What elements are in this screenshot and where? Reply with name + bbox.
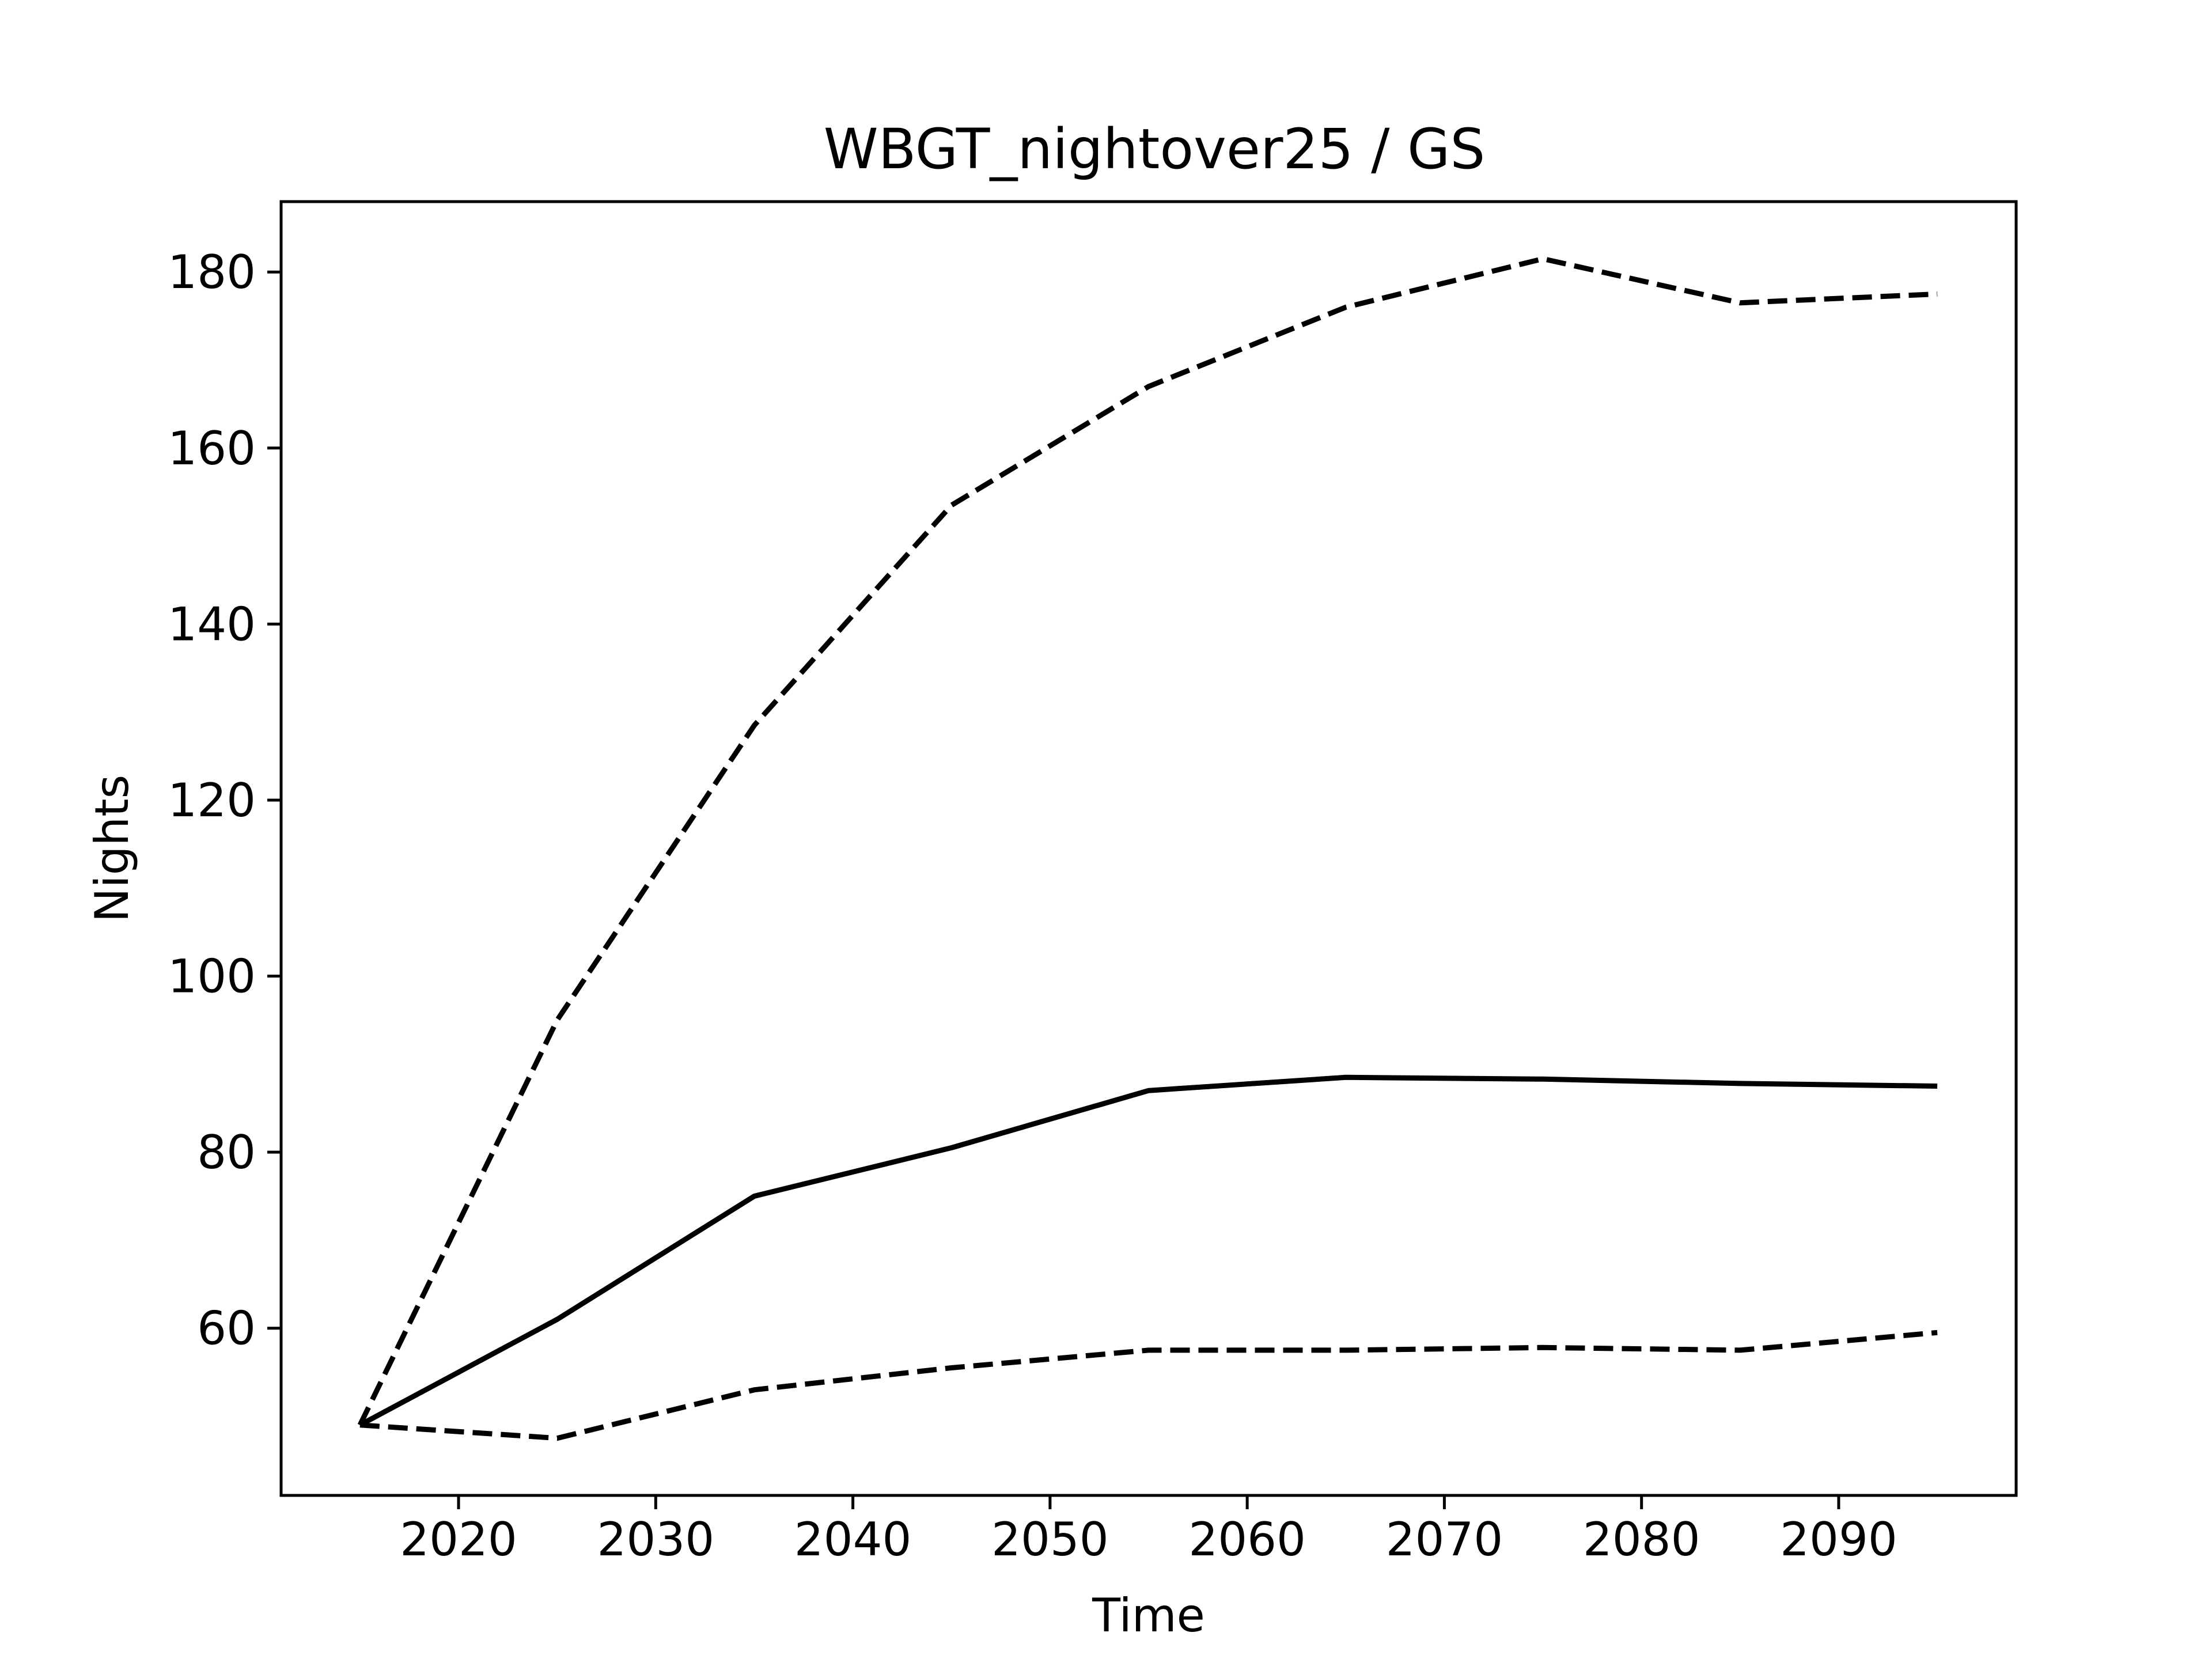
x-tick-label: 2060	[1188, 1513, 1306, 1566]
y-tick-label: 60	[197, 1302, 256, 1355]
series-line-lower	[359, 1330, 1938, 1441]
series-line-upper	[357, 256, 1938, 1426]
y-axis-label: Nights	[85, 775, 139, 923]
x-tick-label: 2030	[597, 1513, 715, 1566]
y-tick-label: 120	[168, 774, 256, 827]
plot-area-frame	[279, 200, 2018, 1497]
x-axis-ticks: 2020 2030 2040 2050 2060 2070 2080 2090	[400, 1495, 1897, 1566]
x-tick-label: 2050	[991, 1513, 1109, 1566]
x-tick-label: 2020	[400, 1513, 517, 1566]
y-tick-label: 160	[168, 422, 256, 475]
series-layer	[357, 256, 1938, 1441]
x-tick-label: 2090	[1780, 1513, 1897, 1566]
y-tick-label: 140	[168, 597, 256, 651]
y-tick-label: 80	[197, 1126, 256, 1179]
y-tick-label: 100	[168, 950, 256, 1003]
y-axis-ticks: 60 80 100 120 140 160 180	[168, 245, 281, 1355]
x-tick-label: 2080	[1583, 1513, 1700, 1566]
series-line-median	[358, 1074, 1938, 1427]
chart-title: WBGT_nightover25 / GS	[824, 117, 1486, 181]
y-tick-label: 180	[168, 245, 256, 299]
x-tick-label: 2040	[794, 1513, 912, 1566]
x-tick-label: 2070	[1386, 1513, 1503, 1566]
x-axis-label: Time	[1092, 1589, 1205, 1642]
